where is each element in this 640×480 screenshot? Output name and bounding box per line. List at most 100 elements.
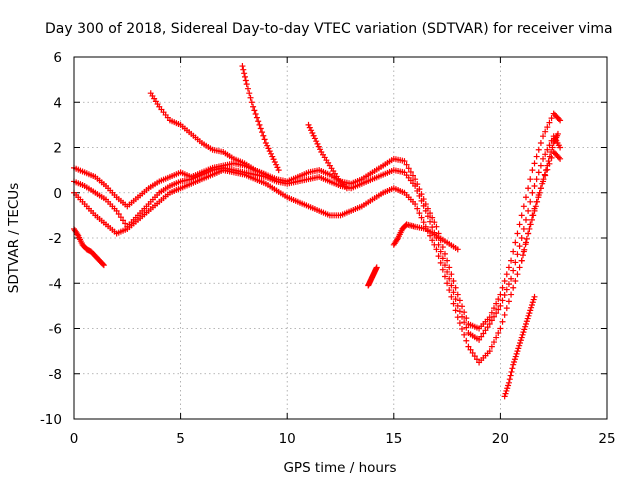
data-point	[523, 318, 530, 325]
data-point	[448, 271, 455, 278]
axis-ticks: 0 5 10 15 20 25 -10 -8 -6 -4 -2 0 2 4 6	[40, 50, 616, 447]
data-point	[407, 168, 414, 175]
data-point	[260, 132, 267, 139]
data-point	[243, 81, 250, 88]
data-point	[546, 153, 553, 160]
data-point	[501, 393, 508, 400]
data-point	[525, 312, 532, 319]
data-point	[265, 145, 272, 152]
data-point	[557, 117, 564, 124]
data-point	[544, 162, 551, 169]
data-point	[482, 327, 489, 334]
data-point	[541, 171, 548, 178]
plot-frame	[73, 56, 608, 420]
data-point	[514, 271, 521, 278]
data-point	[429, 224, 436, 231]
data-point	[555, 115, 562, 122]
data-point	[463, 315, 470, 322]
data-point	[537, 162, 544, 169]
data-point	[514, 251, 521, 258]
data-point	[501, 277, 508, 284]
data-point	[539, 180, 546, 187]
data-point	[429, 214, 436, 221]
data-point	[534, 198, 541, 205]
data-point	[478, 333, 485, 340]
data-point	[522, 241, 529, 248]
data-point	[515, 345, 522, 352]
data-point	[518, 257, 525, 264]
data-point	[526, 310, 533, 317]
y-tick-label: -4	[49, 276, 62, 292]
data-point	[311, 135, 318, 142]
data-point	[439, 255, 446, 262]
data-point	[373, 264, 380, 271]
data-point	[122, 220, 129, 227]
data-point	[270, 156, 277, 163]
data-point	[530, 296, 537, 303]
x-tick-label: 20	[492, 431, 509, 447]
data-point	[74, 231, 81, 238]
data-point	[305, 121, 312, 128]
x-tick-label: 15	[385, 431, 402, 447]
data-point	[444, 257, 451, 264]
data-point	[521, 326, 528, 333]
data-point	[469, 349, 476, 356]
data-point	[414, 205, 421, 212]
data-point	[544, 146, 551, 153]
data-point	[473, 356, 480, 363]
series-track-k	[518, 130, 561, 264]
data-point	[533, 153, 540, 160]
data-point	[509, 365, 516, 372]
data-point	[274, 164, 281, 171]
data-point	[520, 203, 527, 210]
data-point	[516, 221, 523, 228]
data-point	[536, 189, 543, 196]
data-point	[309, 130, 316, 137]
data-point	[501, 311, 508, 318]
data-point	[306, 124, 313, 131]
data-point	[530, 212, 537, 219]
data-point	[548, 115, 555, 122]
data-point	[531, 293, 538, 300]
data-point	[512, 239, 519, 246]
data-point	[537, 185, 544, 192]
data-point	[414, 187, 421, 194]
data-point	[444, 280, 451, 287]
data-point	[510, 248, 517, 255]
data-point	[516, 264, 523, 271]
data-point	[508, 257, 515, 264]
data-point	[262, 171, 269, 178]
data-point	[510, 267, 517, 274]
data-point	[520, 329, 527, 336]
data-point	[420, 219, 427, 226]
data-point	[412, 201, 419, 208]
data-marks	[71, 63, 564, 400]
data-point	[439, 244, 446, 251]
data-point	[528, 216, 535, 223]
data-point	[456, 297, 463, 304]
data-point	[463, 324, 470, 331]
data-point	[271, 158, 278, 165]
data-point	[546, 119, 553, 126]
data-point	[522, 194, 529, 201]
data-point	[247, 94, 254, 101]
data-point	[533, 176, 540, 183]
data-point	[471, 353, 478, 360]
data-point	[452, 307, 459, 314]
data-point	[525, 207, 532, 214]
data-point	[444, 268, 451, 275]
data-point	[517, 337, 524, 344]
data-point	[529, 299, 536, 306]
data-point	[499, 284, 506, 291]
data-point	[512, 277, 519, 284]
data-point	[262, 139, 269, 146]
data-point	[502, 390, 509, 397]
data-point	[508, 368, 515, 375]
data-point	[486, 348, 493, 355]
data-point	[246, 90, 253, 97]
data-point	[503, 305, 510, 312]
data-point	[448, 293, 455, 300]
data-point	[548, 149, 555, 156]
data-point	[535, 194, 542, 201]
data-point	[439, 266, 446, 273]
